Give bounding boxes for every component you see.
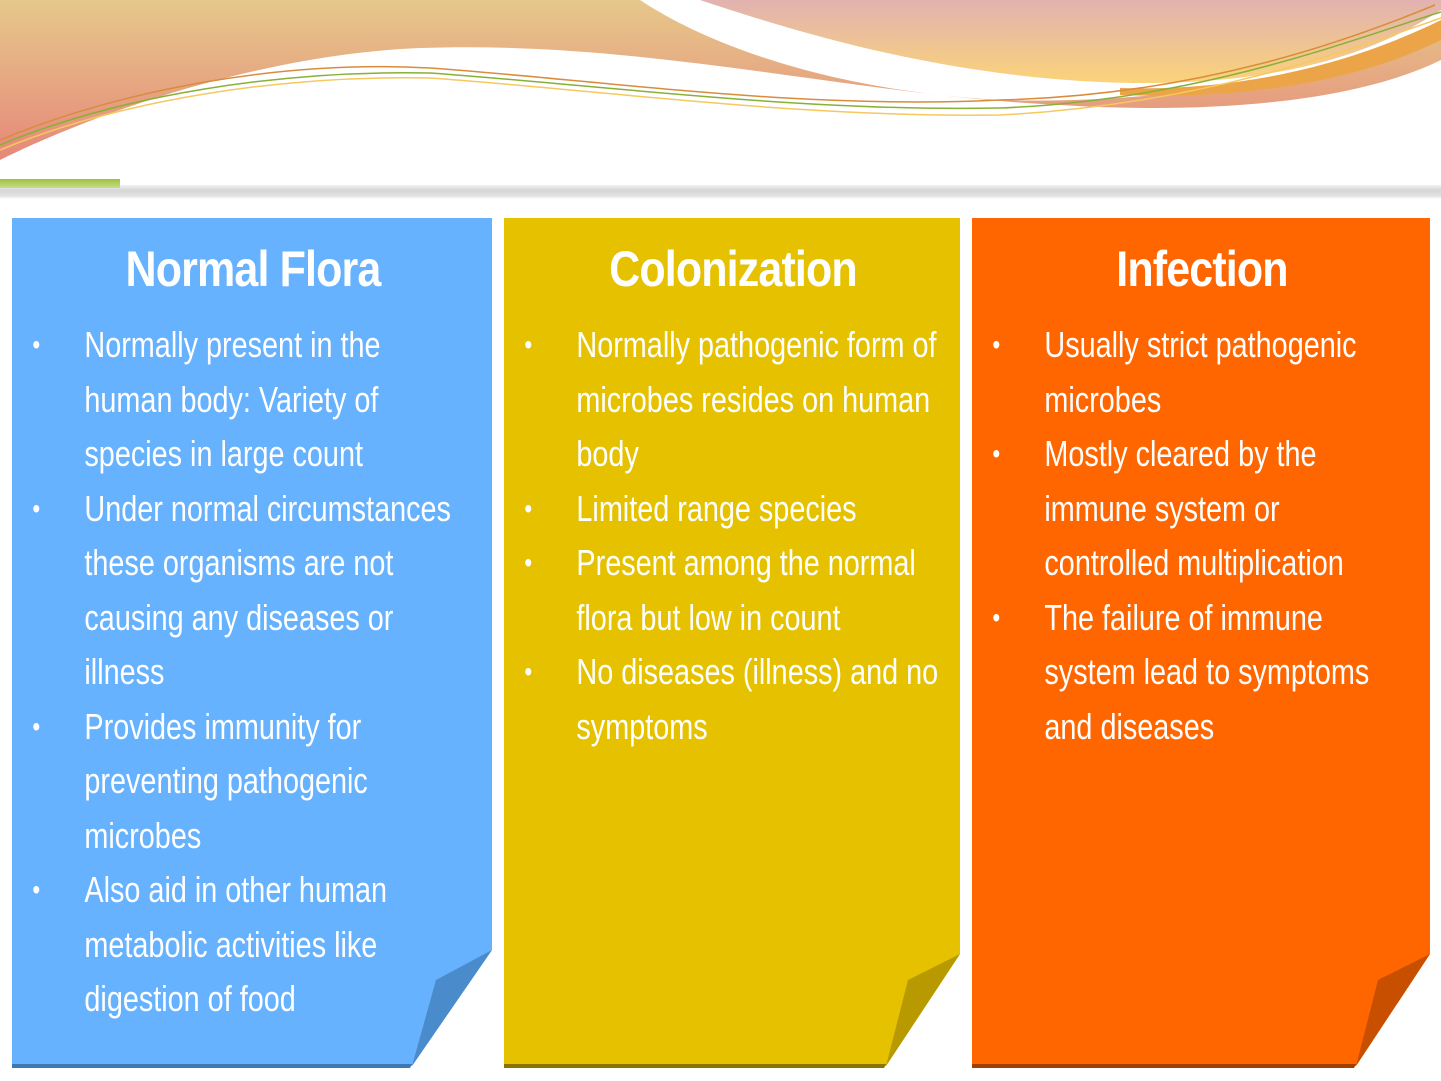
bullet-icon: • <box>32 710 41 742</box>
list-item: • Usually strict pathogenic microbes <box>986 318 1402 427</box>
bullet-list: • Normally present in the human body: Var… <box>26 318 458 1027</box>
bullet-list: • Normally pathogenic form of microbes re… <box>518 318 950 754</box>
header-wave-decoration <box>0 0 1441 160</box>
header-divider <box>0 185 1441 199</box>
panel-normal-flora: Normal Flora • Normally present in the hu… <box>12 218 494 1068</box>
panel-title: Infection <box>1116 241 1288 297</box>
bullet-icon: • <box>992 329 1001 360</box>
panel-background <box>12 218 492 1068</box>
bullet-icon: • <box>524 656 533 687</box>
list-item: • No diseases (illness) and no symptoms <box>518 645 950 754</box>
list-item: • Also aid in other human metabolic activ… <box>26 863 458 1027</box>
list-item: • Present among the normal flora but low … <box>518 536 950 645</box>
bullet-icon: • <box>524 329 533 360</box>
list-item: • The failure of immune system lead to sy… <box>986 591 1402 755</box>
list-item: • Provides immunity for preventing pathog… <box>26 700 458 864</box>
list-item: • Mostly cleared by the immune system or … <box>986 427 1402 591</box>
panel-colonization: Colonization • Normally pathogenic form o… <box>504 218 962 1068</box>
list-item: • Normally present in the human body: Var… <box>26 318 458 482</box>
bullet-icon: • <box>32 874 41 905</box>
header-accent-bar <box>0 179 120 188</box>
bullet-icon: • <box>992 601 1001 633</box>
bullet-icon: • <box>32 329 41 360</box>
panel-infection: Infection • Usually strict pathogenic mic… <box>972 218 1432 1068</box>
bullet-icon: • <box>992 438 1001 469</box>
bullet-icon: • <box>524 547 533 578</box>
panel-title: Colonization <box>609 241 857 297</box>
list-item: • Normally pathogenic form of microbes re… <box>518 318 950 482</box>
panel-background <box>972 218 1430 1068</box>
panel-background <box>504 218 960 1068</box>
list-item: • Under normal circumstances these organi… <box>26 482 458 700</box>
bullet-icon: • <box>32 492 41 524</box>
bullet-list: • Usually strict pathogenic microbes • Mos… <box>986 318 1402 754</box>
list-item: • Limited range species <box>518 482 950 537</box>
bullet-icon: • <box>524 492 533 524</box>
panel-title: Normal Flora <box>125 241 382 297</box>
